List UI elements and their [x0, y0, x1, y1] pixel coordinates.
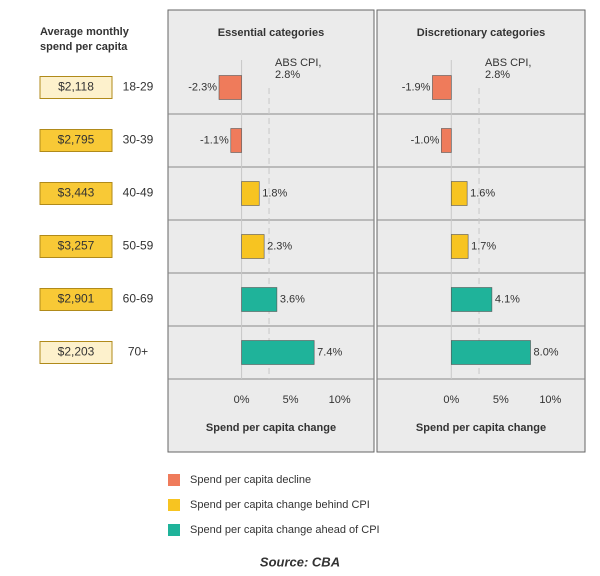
- age-label: 60-69: [123, 292, 154, 306]
- spend-box: [39, 129, 113, 152]
- table-title: Average monthly: [40, 26, 130, 38]
- spend-box: [39, 182, 113, 205]
- value-label: -1.9%: [402, 81, 431, 93]
- panel-title: Discretionary categories: [417, 27, 545, 39]
- cpi-label: ABS CPI,: [485, 57, 531, 69]
- x-tick-label: 5%: [493, 394, 509, 406]
- spend-box: [39, 341, 113, 364]
- x-tick-label: 10%: [329, 394, 351, 406]
- legend-label: Spend per capita change ahead of CPI: [190, 524, 380, 536]
- x-axis-label: Spend per capita change: [416, 422, 546, 434]
- bar: [450, 234, 469, 259]
- bar: [450, 181, 468, 206]
- bar: [450, 340, 531, 365]
- legend-swatch: [168, 499, 180, 511]
- spend-label: $3,443: [58, 186, 95, 200]
- spend-box: [39, 235, 113, 258]
- age-label: 18-29: [123, 80, 154, 94]
- x-tick-label: 10%: [539, 394, 561, 406]
- legend-swatch: [168, 524, 180, 536]
- value-label: 1.8%: [262, 187, 287, 199]
- legend-swatch: [168, 474, 180, 486]
- spend-label: $2,118: [58, 80, 94, 94]
- bar: [241, 340, 315, 365]
- spend-label: $2,901: [58, 292, 95, 306]
- cpi-label: 2.8%: [485, 69, 510, 81]
- bar: [432, 75, 452, 100]
- x-axis-label: Spend per capita change: [206, 422, 336, 434]
- value-label: 3.6%: [280, 293, 305, 305]
- bar: [230, 128, 242, 153]
- cpi-label: 2.8%: [275, 69, 300, 81]
- value-label: 4.1%: [495, 293, 520, 305]
- table-title: spend per capita: [40, 41, 128, 53]
- bar: [241, 181, 260, 206]
- panel-title: Essential categories: [218, 27, 324, 39]
- value-label: 8.0%: [534, 346, 559, 358]
- bar: [241, 234, 265, 259]
- source: Source: CBA: [260, 554, 340, 569]
- value-label: 1.6%: [470, 187, 495, 199]
- x-tick-label: 0%: [234, 394, 250, 406]
- bar: [241, 287, 278, 312]
- panel: [376, 9, 586, 453]
- value-label: -1.0%: [411, 134, 440, 146]
- x-tick-label: 5%: [283, 394, 299, 406]
- spend-box: [39, 288, 113, 311]
- value-label: -1.1%: [200, 134, 229, 146]
- x-tick-label: 0%: [443, 394, 459, 406]
- age-label: 30-39: [123, 133, 154, 147]
- bar: [450, 287, 493, 312]
- spend-label: $2,795: [58, 133, 95, 147]
- age-label: 50-59: [123, 239, 154, 253]
- value-label: -2.3%: [188, 81, 217, 93]
- legend-label: Spend per capita change behind CPI: [190, 499, 370, 511]
- spend-box: [39, 76, 113, 99]
- value-label: 1.7%: [471, 240, 496, 252]
- age-label: 70+: [128, 345, 148, 359]
- value-label: 7.4%: [317, 346, 342, 358]
- bar: [218, 75, 242, 100]
- spend-label: $3,257: [58, 239, 95, 253]
- bar: [441, 128, 452, 153]
- age-label: 40-49: [123, 186, 154, 200]
- value-label: 2.3%: [267, 240, 292, 252]
- cpi-label: ABS CPI,: [275, 57, 321, 69]
- spend-label: $2,203: [58, 345, 95, 359]
- legend-label: Spend per capita decline: [190, 474, 311, 486]
- panel: [167, 9, 375, 453]
